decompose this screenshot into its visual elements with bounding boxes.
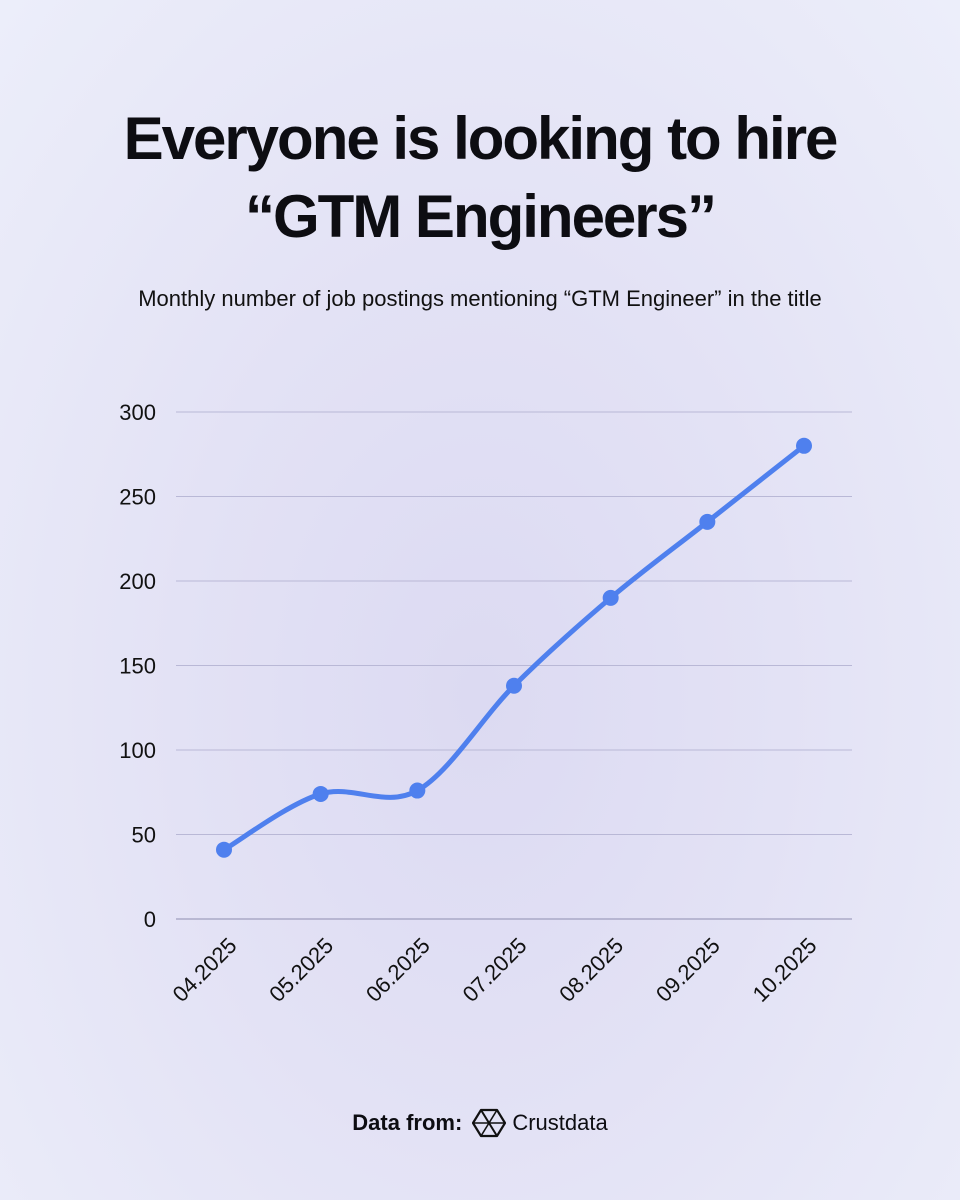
data-point (506, 677, 522, 694)
x-tick-label: 08.2025 (554, 933, 628, 1007)
y-tick-label: 150 (119, 654, 156, 679)
footer-brand-name: Crustdata (512, 1110, 608, 1135)
y-tick-label: 300 (119, 400, 156, 425)
data-point (796, 437, 812, 454)
x-tick-label: 04.2025 (168, 933, 242, 1007)
title-line-2: “GTM Engineers” (244, 183, 717, 250)
chart-title: Everyone is looking to hire “GTM Enginee… (0, 100, 960, 256)
footer-label: Data from: (352, 1110, 463, 1135)
footer-brand: Crustdata (472, 1108, 608, 1138)
x-tick-label: 05.2025 (264, 933, 338, 1007)
y-tick-label: 200 (119, 569, 156, 594)
y-tick-label: 0 (144, 907, 156, 932)
data-point (312, 785, 329, 802)
x-tick-label: 09.2025 (651, 933, 725, 1007)
data-point (216, 841, 232, 858)
y-tick-label: 250 (119, 485, 156, 510)
data-point (602, 589, 619, 606)
title-line-1: Everyone is looking to hire (123, 105, 839, 172)
x-tick-label: 10.2025 (748, 933, 822, 1007)
y-tick-label: 100 (119, 738, 156, 763)
chart-subtitle: Monthly number of job postings mentionin… (138, 286, 822, 311)
series-line (221, 443, 807, 853)
x-tick-label: 06.2025 (361, 933, 435, 1007)
y-tick-label: 50 (132, 823, 156, 848)
crustdata-logo-icon (472, 1108, 507, 1138)
data-point (699, 513, 716, 530)
footer: Data from: Crustdata (0, 1108, 960, 1138)
line-chart: 0 50 100 150 200 250 300 04.2025 05.2025 06.2025 0… (119, 400, 852, 1007)
x-tick-label: 07.2025 (458, 933, 532, 1007)
data-point (409, 782, 426, 799)
